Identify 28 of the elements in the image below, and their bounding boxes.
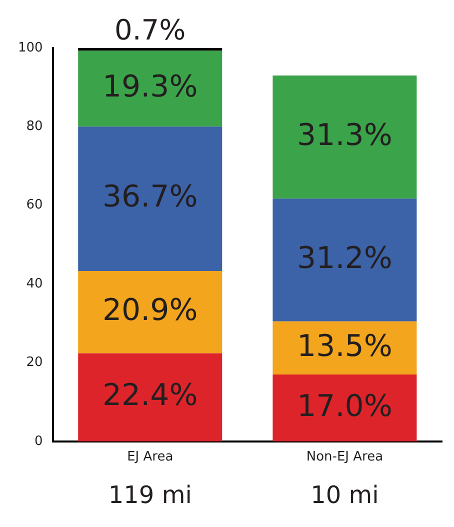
bar	[272, 198, 417, 322]
x-tick-label: Non-EJ Area	[306, 450, 384, 465]
text: 119 mi	[108, 481, 192, 510]
bar	[272, 321, 417, 375]
bar	[78, 353, 222, 442]
bar	[78, 50, 222, 127]
bar	[78, 48, 222, 51]
bar	[272, 374, 417, 442]
data-label: 31.2%	[297, 240, 392, 276]
data-label: 31.3%	[297, 118, 392, 153]
data-label: 0.7%	[114, 13, 186, 46]
data-label: 19.3%	[102, 70, 198, 105]
data-label: 36.7%	[102, 180, 198, 215]
y-tick-label: 100	[18, 40, 43, 56]
y-tick-label: 20	[26, 355, 43, 370]
bar	[272, 76, 417, 199]
bar	[78, 271, 222, 354]
data-label: 22.4%	[102, 378, 198, 414]
bar	[78, 126, 222, 272]
y-tick-label: 40	[26, 276, 43, 292]
x-tick-label: EJ Area	[127, 450, 174, 465]
y-tick-label: 0	[34, 434, 43, 449]
data-label: 13.5%	[297, 328, 392, 364]
y-tick-label: 60	[26, 198, 43, 213]
data-label: 17.0%	[297, 388, 392, 424]
data-label: 20.9%	[102, 292, 198, 328]
text: 10 mi	[310, 481, 379, 510]
y-tick-label: 80	[26, 119, 43, 134]
